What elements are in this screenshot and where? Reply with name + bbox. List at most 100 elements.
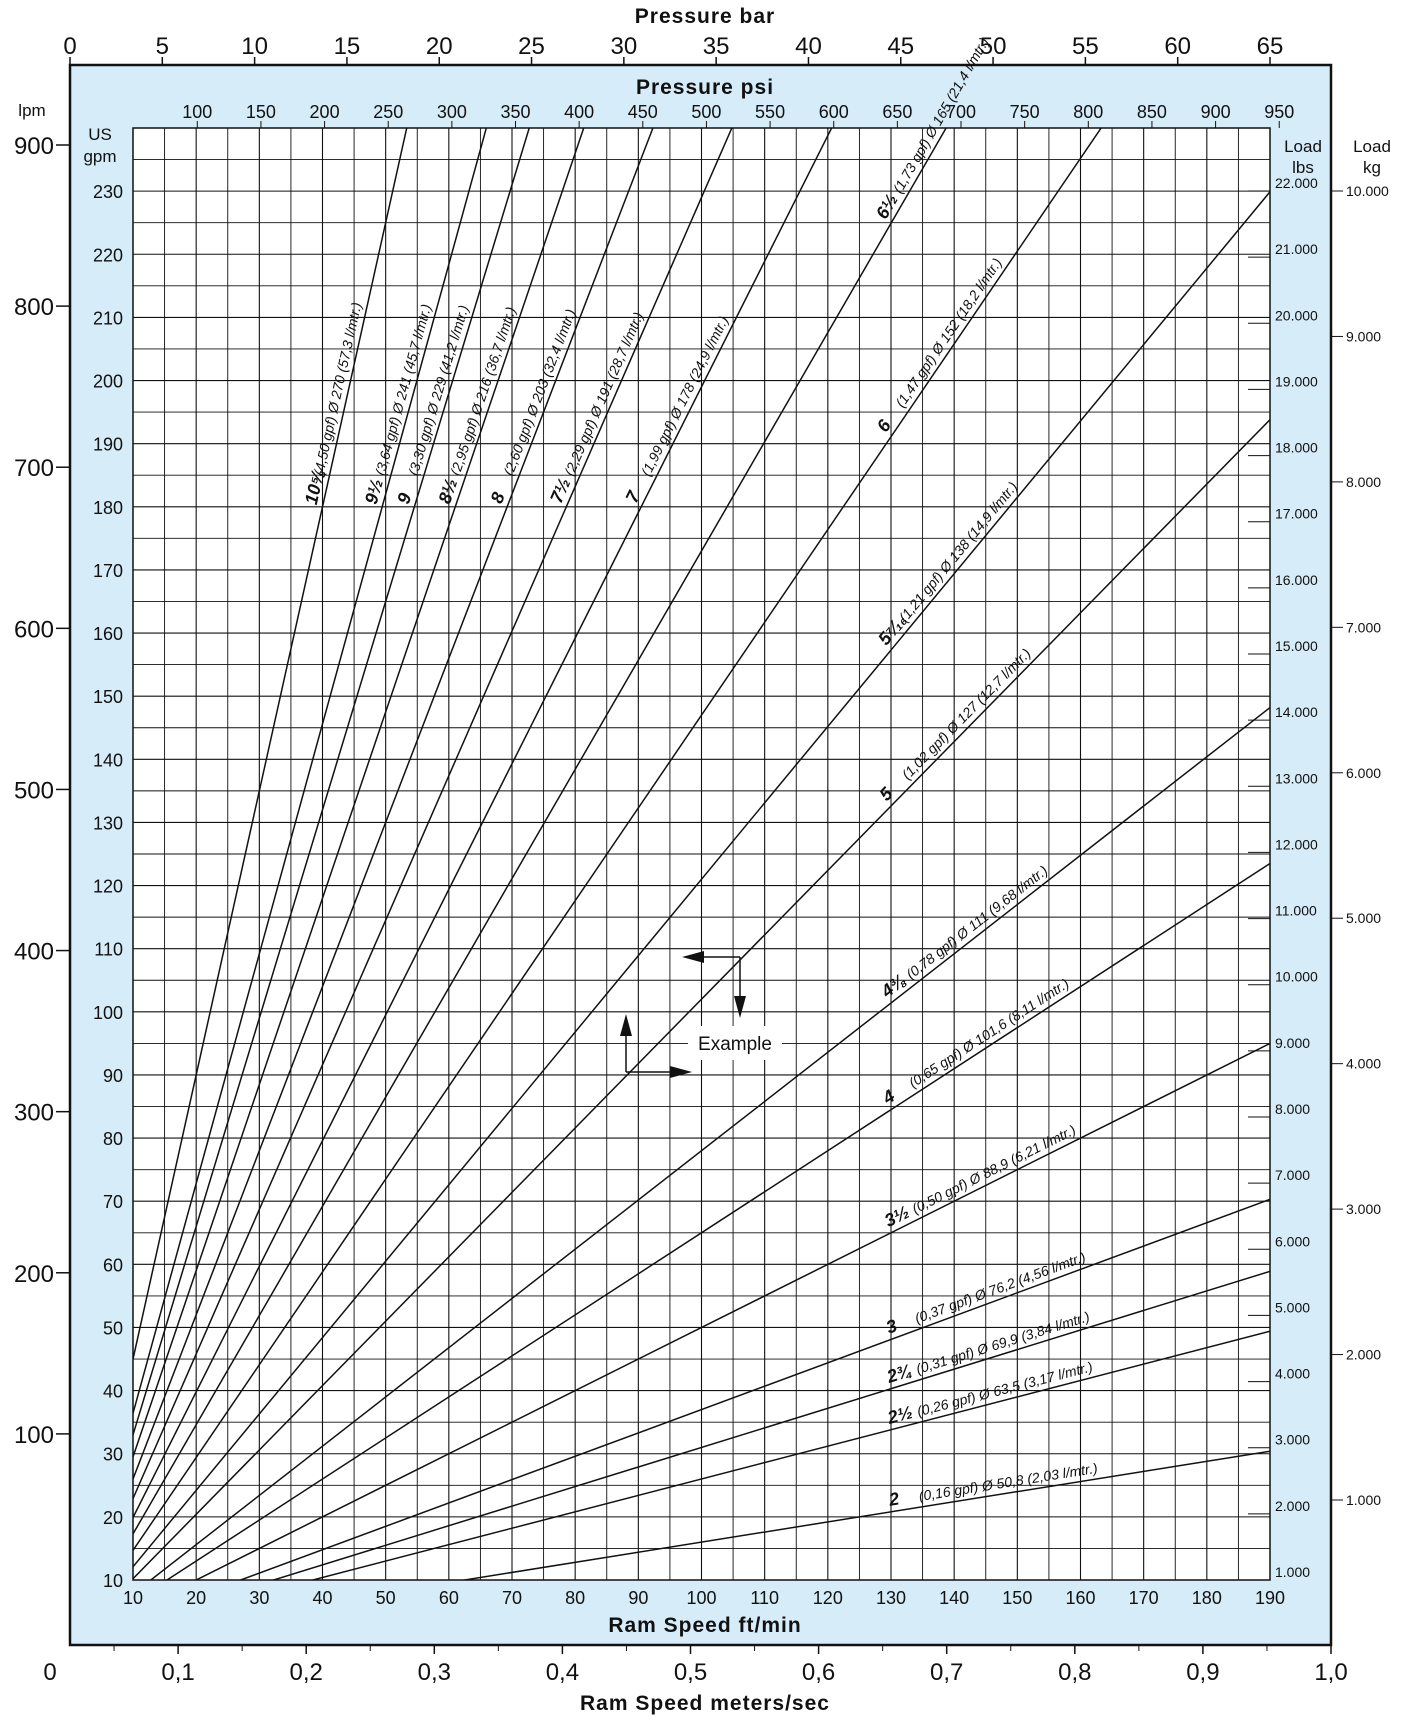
psi-tick-label: 650 <box>882 102 912 122</box>
psi-tick-label: 950 <box>1264 102 1294 122</box>
lbs-tick-label: 11.000 <box>1275 903 1317 919</box>
lbs-tick-label: 14.000 <box>1275 704 1318 720</box>
ftmin-tick-label: 80 <box>565 1588 585 1608</box>
ram-line-9½ <box>133 128 488 1414</box>
ftmin-tick-label: 40 <box>312 1588 332 1608</box>
kg-tick-label: 3.000 <box>1346 1201 1381 1217</box>
bar-tick-label: 35 <box>703 33 730 60</box>
ms-tick-label: 0 <box>43 1659 56 1686</box>
ram-line-6½ <box>133 128 948 1535</box>
ftmin-tick-label: 60 <box>439 1588 459 1608</box>
psi-tick-label: 500 <box>691 102 721 122</box>
top-axis-title: Pressure bar <box>635 5 775 28</box>
gpm-tick-label: 210 <box>93 308 123 328</box>
kg-tick-label: 4.000 <box>1346 1056 1381 1072</box>
kg-unit-label-2: kg <box>1363 158 1381 177</box>
ms-tick-label: 0,4 <box>546 1659 579 1686</box>
gpm-tick-label: 120 <box>93 877 123 897</box>
gpm-tick-label: 150 <box>93 687 123 707</box>
lbs-tick-label: 6.000 <box>1275 1233 1310 1249</box>
lbs-unit-label-2: lbs <box>1292 158 1314 177</box>
ms-tick-label: 0,7 <box>930 1659 963 1686</box>
psi-tick-label: 800 <box>1073 102 1103 122</box>
lpm-unit-label: lpm <box>18 101 45 120</box>
ram-line-8 <box>133 128 654 1480</box>
ms-tick-label: 0,2 <box>290 1659 323 1686</box>
ms-tick-label: 0,6 <box>802 1659 835 1686</box>
psi-tick-label: 700 <box>946 102 976 122</box>
example-arrow-left-head <box>682 951 704 963</box>
ram-line-7½ <box>133 128 733 1499</box>
lpm-tick-label: 100 <box>14 1422 54 1449</box>
ftmin-tick-label: 50 <box>376 1588 396 1608</box>
bar-tick-label: 30 <box>610 33 637 60</box>
example-arrow-right-head <box>670 1066 692 1078</box>
psi-tick-label: 150 <box>246 102 276 122</box>
lbs-tick-label: 18.000 <box>1275 440 1318 456</box>
example-label: Example <box>698 1034 772 1055</box>
example-arrow-up-head <box>620 1014 632 1036</box>
lpm-tick-label: 600 <box>14 616 54 643</box>
ftmin-tick-label: 140 <box>939 1588 969 1608</box>
ftmin-tick-label: 70 <box>502 1588 522 1608</box>
lbs-unit-label-1: Load <box>1284 137 1322 156</box>
lbs-tick-label: 16.000 <box>1275 572 1318 588</box>
gpm-tick-label: 110 <box>94 940 123 960</box>
ram-line-9 <box>133 128 531 1436</box>
psi-tick-label: 350 <box>500 102 530 122</box>
bar-tick-label: 55 <box>1072 33 1099 60</box>
lpm-tick-label: 700 <box>14 455 54 482</box>
gpm-tick-label: 170 <box>93 561 123 581</box>
ftmin-tick-label: 90 <box>628 1588 648 1608</box>
lpm-tick-label: 800 <box>14 294 54 321</box>
lbs-tick-label: 1.000 <box>1275 1564 1310 1580</box>
ram-line-8½ <box>133 128 585 1458</box>
ftmin-tick-label: 20 <box>186 1588 206 1608</box>
bar-tick-label: 20 <box>426 33 453 60</box>
ram-line-2¾ <box>271 1270 1270 1580</box>
ftmin-tick-label: 100 <box>686 1588 716 1608</box>
psi-tick-label: 900 <box>1201 102 1231 122</box>
bar-tick-label: 15 <box>334 33 361 60</box>
gpm-tick-label: 40 <box>103 1382 123 1402</box>
ms-tick-label: 1,0 <box>1314 1659 1347 1686</box>
gpm-tick-label: 70 <box>103 1192 123 1212</box>
gpm-tick-label: 130 <box>93 813 123 833</box>
lbs-tick-label: 9.000 <box>1275 1035 1310 1051</box>
ms-tick-label: 0,8 <box>1058 1659 1091 1686</box>
psi-tick-label: 200 <box>310 102 340 122</box>
gpm-tick-label: 100 <box>93 1003 123 1023</box>
inner-top-axis-title: Pressure psi <box>636 76 774 99</box>
ftmin-tick-label: 160 <box>1065 1588 1095 1608</box>
ram-line-2 <box>459 1450 1270 1580</box>
lbs-tick-label: 7.000 <box>1275 1167 1310 1183</box>
lbs-tick-label: 10.000 <box>1275 969 1318 985</box>
kg-tick-label: 1.000 <box>1346 1492 1381 1508</box>
ram-line-7 <box>133 128 833 1518</box>
bar-tick-label: 5 <box>156 33 169 60</box>
psi-tick-label: 850 <box>1137 102 1167 122</box>
bar-tick-label: 65 <box>1257 33 1284 60</box>
ram-line-6 <box>133 128 1103 1551</box>
ram-line-4 <box>165 862 1270 1580</box>
lbs-tick-label: 20.000 <box>1275 307 1318 323</box>
bar-tick-label: 45 <box>887 33 914 60</box>
ftmin-tick-label: 180 <box>1192 1588 1222 1608</box>
gpm-unit-label-2: gpm <box>83 147 116 166</box>
lbs-tick-label: 19.000 <box>1275 373 1318 389</box>
example-label-box <box>688 1026 782 1060</box>
psi-tick-label: 750 <box>1010 102 1040 122</box>
psi-tick-label: 600 <box>819 102 849 122</box>
example-arrow-down-head <box>734 996 746 1018</box>
bar-tick-label: 25 <box>518 33 545 60</box>
psi-tick-label: 100 <box>182 102 212 122</box>
ftmin-tick-label: 170 <box>1129 1588 1159 1608</box>
gpm-tick-label: 30 <box>103 1445 123 1465</box>
kg-tick-label: 8.000 <box>1346 474 1381 490</box>
lbs-tick-label: 4.000 <box>1275 1366 1310 1382</box>
bar-tick-label: 40 <box>795 33 822 60</box>
ram-size-label: 2 <box>887 1489 901 1510</box>
kg-tick-label: 9.000 <box>1346 328 1381 344</box>
ftmin-tick-label: 130 <box>876 1588 906 1608</box>
